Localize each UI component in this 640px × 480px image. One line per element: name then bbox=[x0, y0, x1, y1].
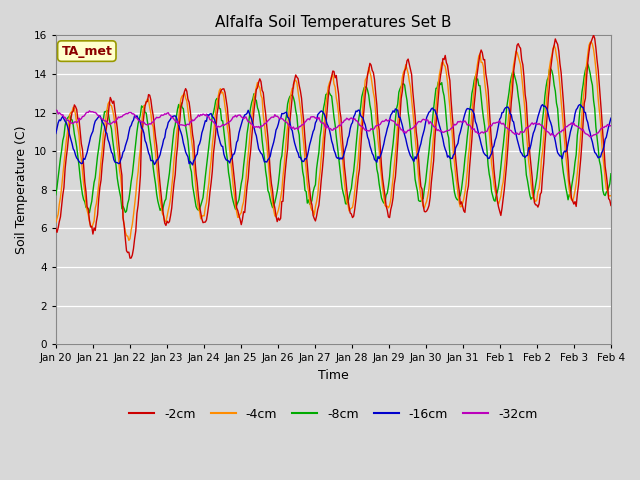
-32cm bbox=[52, 107, 60, 113]
Line: -16cm: -16cm bbox=[56, 105, 611, 165]
-4cm bbox=[52, 219, 60, 225]
Legend: -2cm, -4cm, -8cm, -16cm, -32cm: -2cm, -4cm, -8cm, -16cm, -32cm bbox=[124, 403, 543, 426]
-2cm bbox=[390, 181, 398, 187]
-4cm bbox=[226, 147, 234, 153]
-2cm bbox=[364, 72, 371, 77]
-2cm bbox=[287, 106, 295, 111]
Line: -32cm: -32cm bbox=[56, 110, 611, 137]
-4cm bbox=[364, 72, 371, 78]
-4cm bbox=[390, 163, 398, 168]
-16cm bbox=[390, 109, 398, 115]
-32cm bbox=[586, 134, 594, 140]
Line: -2cm: -2cm bbox=[56, 35, 611, 258]
-4cm bbox=[607, 193, 615, 199]
-32cm bbox=[225, 119, 232, 125]
-2cm bbox=[52, 226, 60, 231]
-16cm bbox=[539, 102, 547, 108]
Y-axis label: Soil Temperature (C): Soil Temperature (C) bbox=[15, 125, 28, 254]
-4cm bbox=[125, 238, 132, 243]
-8cm bbox=[461, 156, 468, 161]
-8cm bbox=[557, 150, 565, 156]
-2cm bbox=[607, 203, 615, 208]
-32cm bbox=[363, 128, 371, 133]
Line: -8cm: -8cm bbox=[56, 64, 611, 213]
-4cm bbox=[588, 39, 595, 45]
-8cm bbox=[607, 171, 615, 177]
-2cm bbox=[461, 209, 468, 215]
-4cm bbox=[557, 98, 565, 104]
-8cm bbox=[52, 192, 60, 198]
-4cm bbox=[461, 189, 468, 195]
-2cm bbox=[226, 127, 234, 132]
-8cm bbox=[287, 93, 295, 98]
-8cm bbox=[226, 177, 234, 182]
-8cm bbox=[584, 61, 591, 67]
-2cm bbox=[589, 32, 597, 38]
X-axis label: Time: Time bbox=[318, 369, 349, 382]
-2cm bbox=[557, 70, 565, 75]
-16cm bbox=[52, 131, 60, 136]
-16cm bbox=[607, 115, 615, 121]
-16cm bbox=[226, 160, 234, 166]
Title: Alfalfa Soil Temperatures Set B: Alfalfa Soil Temperatures Set B bbox=[215, 15, 452, 30]
-16cm bbox=[461, 111, 468, 117]
-32cm bbox=[389, 118, 397, 124]
-8cm bbox=[390, 129, 398, 134]
-32cm bbox=[556, 129, 564, 134]
-4cm bbox=[287, 90, 295, 96]
Text: TA_met: TA_met bbox=[61, 45, 112, 58]
-16cm bbox=[559, 156, 566, 161]
-32cm bbox=[286, 123, 294, 129]
-32cm bbox=[607, 123, 615, 129]
-8cm bbox=[86, 210, 93, 216]
Line: -4cm: -4cm bbox=[56, 42, 611, 240]
-2cm bbox=[126, 255, 134, 261]
-8cm bbox=[364, 87, 371, 93]
-32cm bbox=[460, 119, 468, 125]
-16cm bbox=[189, 162, 196, 168]
-16cm bbox=[364, 134, 371, 140]
-16cm bbox=[287, 126, 295, 132]
